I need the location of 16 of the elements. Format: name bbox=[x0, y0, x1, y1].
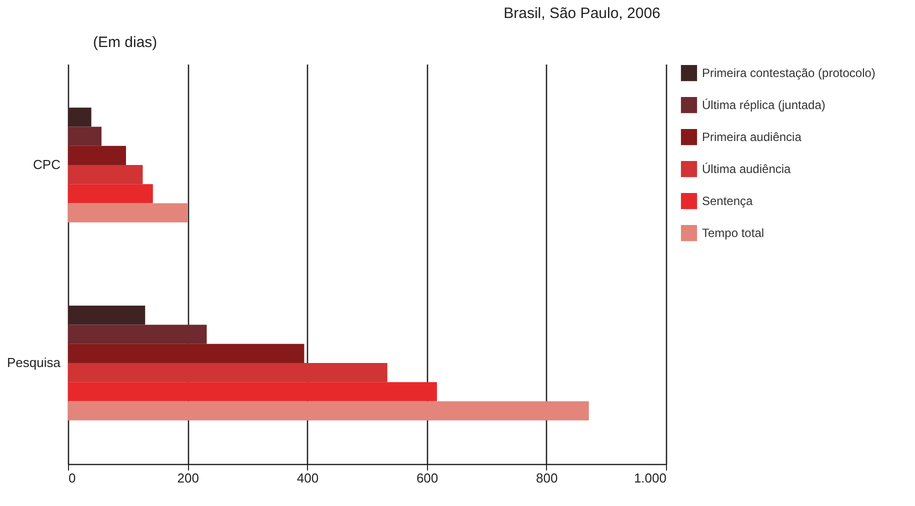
x-tick-label: 600 bbox=[416, 470, 438, 486]
legend-label: Primeira audiência bbox=[702, 130, 802, 144]
y-tick-label: Pesquisa bbox=[7, 355, 62, 370]
legend-label: Última réplica (juntada) bbox=[702, 98, 826, 112]
chart-title: Brasil, São Paulo, 2006 bbox=[504, 5, 660, 22]
legend-label: Sentença bbox=[702, 194, 754, 208]
legend-label: Primeira contestação (protocolo) bbox=[702, 66, 876, 80]
y-tick-label: CPC bbox=[33, 156, 60, 172]
x-tick-label: 800 bbox=[536, 470, 558, 486]
x-tick-label: 0 bbox=[68, 470, 76, 486]
legend-label: Última audiência bbox=[702, 162, 792, 176]
text: (Em dias) bbox=[93, 34, 158, 51]
x-tick-label: 200 bbox=[177, 470, 199, 486]
legend-label: Tempo total bbox=[702, 226, 764, 240]
x-tick-label: 1.000 bbox=[634, 470, 666, 486]
x-tick-label: 400 bbox=[296, 470, 319, 486]
